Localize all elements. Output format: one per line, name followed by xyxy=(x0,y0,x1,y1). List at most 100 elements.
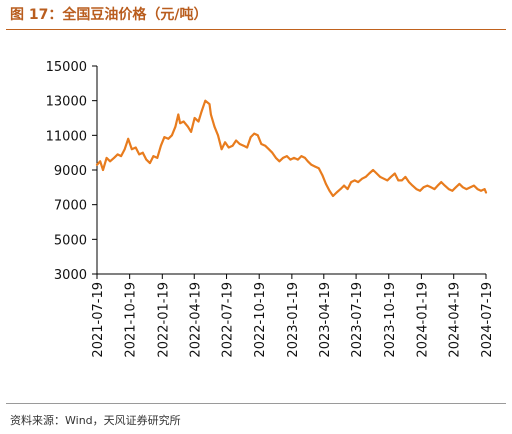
data-point xyxy=(289,158,292,161)
data-point xyxy=(393,172,396,175)
data-point xyxy=(113,157,115,159)
data-point xyxy=(368,172,371,175)
data-point xyxy=(483,188,486,191)
x-axis: 2021-07-19 2021-10-19 2022-01-19 2022-04-19… xyxy=(91,273,495,358)
data-point xyxy=(469,186,472,189)
data-point xyxy=(328,189,331,192)
x-tick-label: 2023-01-19 xyxy=(286,282,301,358)
data-point xyxy=(390,176,392,178)
data-point xyxy=(217,134,219,137)
x-tick-label: 2022-01-19 xyxy=(156,282,171,358)
data-point xyxy=(443,184,446,187)
data-point xyxy=(156,157,159,159)
data-point xyxy=(430,186,432,189)
data-point xyxy=(325,183,327,185)
data-point xyxy=(350,181,352,184)
y-tick-label: 7000 xyxy=(54,199,87,214)
data-point xyxy=(357,181,360,184)
data-point xyxy=(404,176,407,178)
data-point xyxy=(411,184,414,187)
x-tick-label: 2023-07-19 xyxy=(350,282,365,358)
data-point xyxy=(99,160,102,163)
data-point xyxy=(264,144,267,147)
y-tick-label: 13000 xyxy=(46,95,87,110)
data-point xyxy=(440,181,443,184)
data-point xyxy=(317,167,320,170)
data-point xyxy=(419,189,421,192)
x-tick-label: 2021-07-19 xyxy=(91,282,106,358)
data-point xyxy=(275,157,277,159)
data-point xyxy=(152,155,155,158)
data-point xyxy=(182,120,185,123)
data-point xyxy=(220,148,223,151)
data-point xyxy=(465,188,468,191)
data-point xyxy=(462,186,464,189)
data-point xyxy=(306,160,309,163)
data-point xyxy=(213,125,216,128)
x-tick-label: 2022-07-19 xyxy=(221,282,236,358)
x-tick-label: 2024-07-19 xyxy=(480,282,495,358)
data-point xyxy=(231,144,234,147)
data-point xyxy=(208,103,211,105)
data-point xyxy=(187,125,189,128)
data-point xyxy=(130,148,133,151)
data-point xyxy=(200,110,203,112)
data-point xyxy=(473,184,475,187)
data-point xyxy=(436,184,439,187)
data-point xyxy=(485,191,487,194)
source-divider xyxy=(6,403,506,404)
data-point xyxy=(408,181,410,184)
x-tick-label: 2022-04-19 xyxy=(188,282,203,358)
data-point xyxy=(123,148,126,151)
data-point xyxy=(364,176,367,178)
data-point xyxy=(197,120,200,123)
data-point xyxy=(253,132,256,135)
y-tick-label: 5000 xyxy=(54,233,87,248)
data-point xyxy=(476,188,479,191)
data-point xyxy=(134,146,137,149)
data-point xyxy=(314,165,316,168)
data-point xyxy=(204,99,207,102)
line-chart: 3000 5000 7000 9000 11000 13000 15000 2021-07-… xyxy=(46,60,495,358)
data-point xyxy=(160,144,162,147)
data-point xyxy=(190,131,193,133)
data-point xyxy=(224,141,227,144)
data-point xyxy=(120,155,122,158)
data-point xyxy=(193,117,196,119)
data-point xyxy=(282,157,284,159)
data-point xyxy=(267,148,270,151)
data-point xyxy=(249,136,252,139)
data-point xyxy=(361,177,363,180)
data-point xyxy=(242,144,245,147)
data-point xyxy=(149,162,151,165)
x-tick-label: 2024-01-19 xyxy=(415,282,430,358)
data-point xyxy=(426,184,429,187)
data-point xyxy=(177,113,180,116)
data-point xyxy=(235,139,238,142)
data-point xyxy=(109,160,111,163)
x-tick-label: 2023-04-19 xyxy=(318,282,333,358)
y-tick-label: 3000 xyxy=(54,268,87,283)
figure-title: 图 17：全国豆油价格（元/吨） xyxy=(10,7,208,23)
data-point xyxy=(260,143,263,145)
data-point xyxy=(286,155,288,158)
data-point xyxy=(96,163,98,166)
price-line xyxy=(95,99,488,198)
x-tick-label: 2021-10-19 xyxy=(124,282,139,358)
data-point xyxy=(174,125,177,128)
data-point xyxy=(332,195,334,197)
data-point xyxy=(339,188,342,191)
data-point xyxy=(382,177,385,180)
data-point xyxy=(163,136,166,139)
x-tick-label: 2024-04-19 xyxy=(448,282,463,358)
data-point xyxy=(433,188,436,191)
x-tick-label: 2022-10-19 xyxy=(253,282,268,358)
data-point xyxy=(171,134,173,137)
data-point xyxy=(454,186,457,189)
data-point xyxy=(375,172,378,175)
data-point xyxy=(353,179,356,182)
data-point xyxy=(141,151,144,154)
data-point xyxy=(238,143,241,145)
data-point xyxy=(105,157,108,159)
data-point xyxy=(297,158,299,161)
